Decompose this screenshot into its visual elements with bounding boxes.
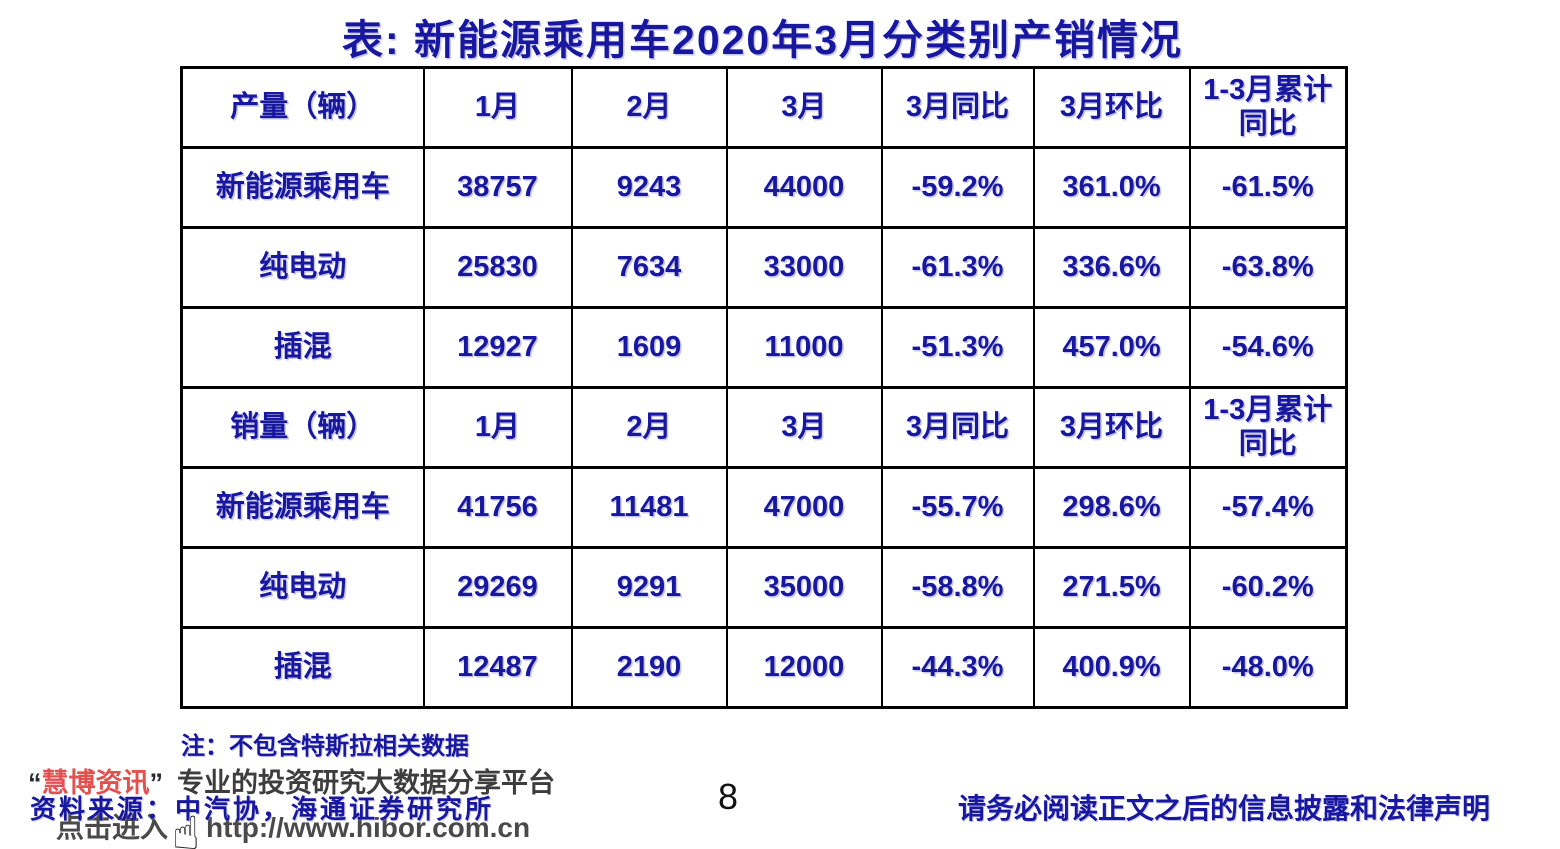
data-cell: 400.9%: [1032, 626, 1191, 709]
data-cell: 2190: [570, 626, 728, 709]
header-cell: 销量（辆）: [180, 386, 425, 469]
data-cell: -51.3%: [880, 306, 1035, 389]
data-cell: 11481: [570, 466, 728, 549]
header-cell: 3月同比: [880, 386, 1035, 469]
table-note: 注：不包含特斯拉相关数据: [181, 733, 469, 760]
data-cell: -63.8%: [1188, 226, 1348, 309]
header-cell: 1-3月累计同比: [1188, 66, 1348, 149]
table-row-sales-header: 销量（辆） 1月 2月 3月 3月同比 3月环比 1-3月累计同比: [180, 386, 1348, 469]
data-cell: 35000: [725, 546, 883, 629]
hibor-watermark-brand-line: “慧博资讯” 专业的投资研究大数据分享平台: [28, 761, 555, 800]
data-cell: 12487: [422, 626, 573, 709]
data-cell: 47000: [725, 466, 883, 549]
hibor-url-link[interactable]: http://www.hibor.com.cn: [206, 812, 531, 843]
pointing-hand-icon: ☝: [172, 806, 201, 849]
row-label: 新能源乘用车: [180, 466, 425, 549]
data-cell: 41756: [422, 466, 573, 549]
data-cell: 12000: [725, 626, 883, 709]
row-label: 新能源乘用车: [180, 146, 425, 229]
table-row-sales-bev: 纯电动 29269 9291 35000 -58.8% 271.5% -60.2…: [180, 546, 1348, 629]
hibor-slogan: 专业的投资研究大数据分享平台: [177, 768, 555, 798]
data-cell: 361.0%: [1032, 146, 1191, 229]
header-cell: 1月: [422, 66, 573, 149]
data-cell: -48.0%: [1188, 626, 1348, 709]
data-cell: 1609: [570, 306, 728, 389]
data-cell: 298.6%: [1032, 466, 1191, 549]
data-cell: 11000: [725, 306, 883, 389]
table-row-sales-phev: 插混 12487 2190 12000 -44.3% 400.9% -48.0%: [180, 626, 1348, 709]
header-cell: 3月: [725, 66, 883, 149]
legal-disclaimer: 请务必阅读正文之后的信息披露和法律声明: [958, 793, 1491, 824]
data-cell: -58.8%: [880, 546, 1035, 629]
data-cell: -61.3%: [880, 226, 1035, 309]
header-cell: 2月: [570, 66, 728, 149]
row-label: 插混: [180, 306, 425, 389]
data-cell: 29269: [422, 546, 573, 629]
table-row-production-header: 产量（辆） 1月 2月 3月 3月同比 3月环比 1-3月累计同比: [180, 66, 1348, 149]
row-label: 纯电动: [180, 546, 425, 629]
data-cell: 9243: [570, 146, 728, 229]
data-cell: 457.0%: [1032, 306, 1191, 389]
table-row-production-nev: 新能源乘用车 38757 9243 44000 -59.2% 361.0% -6…: [180, 146, 1348, 229]
header-cell: 2月: [570, 386, 728, 469]
quote-close: ”: [149, 768, 164, 798]
table-row-production-bev: 纯电动 25830 7634 33000 -61.3% 336.6% -63.8…: [180, 226, 1348, 309]
header-cell: 3月环比: [1032, 386, 1191, 469]
data-cell: 38757: [422, 146, 573, 229]
hibor-watermark-link-line[interactable]: 点击进入☝ http://www.hibor.com.cn: [56, 806, 530, 849]
data-cell: -54.6%: [1188, 306, 1348, 389]
click-to-enter-label[interactable]: 点击进入: [56, 812, 169, 843]
data-cell: 44000: [725, 146, 883, 229]
header-cell: 1-3月累计同比: [1188, 386, 1348, 469]
header-cell: 3月: [725, 386, 883, 469]
data-cell: 12927: [422, 306, 573, 389]
data-cell: 9291: [570, 546, 728, 629]
data-cell: -59.2%: [880, 146, 1035, 229]
table-row-sales-nev: 新能源乘用车 41756 11481 47000 -55.7% 298.6% -…: [180, 466, 1348, 549]
hibor-brand-name: 慧博资讯: [41, 768, 150, 798]
data-source-line: 资料来源：中汽协，海通证券研究所: [30, 794, 495, 824]
table-row-production-phev: 插混 12927 1609 11000 -51.3% 457.0% -54.6%: [180, 306, 1348, 389]
header-cell: 1月: [422, 386, 573, 469]
data-cell: 271.5%: [1032, 546, 1191, 629]
data-cell: -60.2%: [1188, 546, 1348, 629]
header-cell: 产量（辆）: [180, 66, 425, 149]
data-cell: -57.4%: [1188, 466, 1348, 549]
quote-open: “: [28, 768, 42, 798]
production-sales-table: 产量（辆） 1月 2月 3月 3月同比 3月环比 1-3月累计同比 新能源乘用车…: [180, 66, 1348, 709]
data-cell: 25830: [422, 226, 573, 309]
data-cell: -61.5%: [1188, 146, 1348, 229]
data-cell: 7634: [570, 226, 728, 309]
data-cell: 336.6%: [1032, 226, 1191, 309]
data-cell: -44.3%: [880, 626, 1035, 709]
header-cell: 3月环比: [1032, 66, 1191, 149]
data-cell: -55.7%: [880, 466, 1035, 549]
page-number: 8: [717, 776, 739, 817]
row-label: 插混: [180, 626, 425, 709]
row-label: 纯电动: [180, 226, 425, 309]
table-title: 表: 新能源乘用车2020年3月分类别产销情况: [341, 17, 1184, 63]
data-cell: 33000: [725, 226, 883, 309]
header-cell: 3月同比: [880, 66, 1035, 149]
